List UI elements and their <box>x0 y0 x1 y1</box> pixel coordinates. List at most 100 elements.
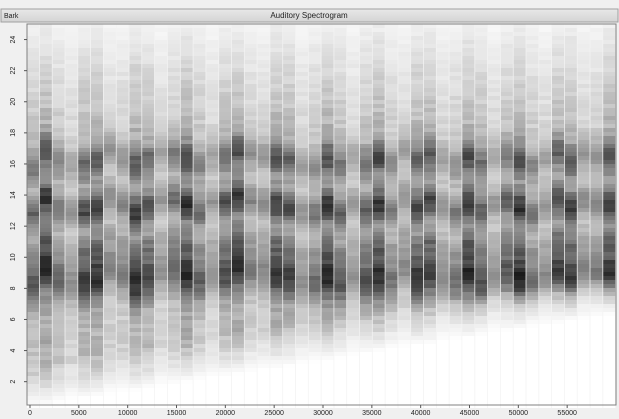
spectrogram-cell <box>539 344 551 348</box>
spectrogram-cell <box>514 380 526 384</box>
spectrogram-cell <box>78 156 90 160</box>
spectrogram-cell <box>27 396 39 400</box>
spectrogram-cell <box>578 296 590 300</box>
spectrogram-cell <box>232 348 244 352</box>
spectrogram-cell <box>245 192 257 196</box>
spectrogram-cell <box>168 364 180 368</box>
spectrogram-cell <box>590 384 602 388</box>
spectrogram-cell <box>283 52 295 56</box>
spectrogram-cell <box>462 200 474 204</box>
spectrogram-cell <box>526 352 538 356</box>
spectrogram-cell <box>347 212 359 216</box>
spectrogram-cell <box>91 316 103 320</box>
spectrogram-cell <box>206 44 218 48</box>
spectrogram-cell <box>91 376 103 380</box>
spectrogram-cell <box>462 288 474 292</box>
spectrogram-cell <box>475 304 487 308</box>
spectrogram-cell <box>65 332 77 336</box>
spectrogram-cell <box>155 28 167 32</box>
spectrogram-cell <box>270 192 282 196</box>
spectrogram-cell <box>27 148 39 152</box>
spectrogram-cell <box>168 176 180 180</box>
spectrogram-cell <box>206 208 218 212</box>
spectrogram-cell <box>283 204 295 208</box>
spectrogram-cell <box>181 304 193 308</box>
spectrogram-cell <box>27 56 39 60</box>
spectrogram-cell <box>129 236 141 240</box>
spectrogram-cell <box>65 64 77 68</box>
spectrogram-cell <box>91 48 103 52</box>
spectrogram-cell <box>91 88 103 92</box>
spectrogram-cell <box>603 272 615 276</box>
spectrogram-cell <box>565 52 577 56</box>
spectrogram-cell <box>245 124 257 128</box>
spectrogram-cell <box>590 188 602 192</box>
spectrogram-cell <box>283 212 295 216</box>
spectrogram-cell <box>309 116 321 120</box>
spectrogram-cell <box>283 28 295 32</box>
spectrogram-cell <box>450 128 462 132</box>
spectrogram-cell <box>501 316 513 320</box>
spectrogram-cell <box>104 116 116 120</box>
spectrogram-cell <box>78 192 90 196</box>
spectrogram-cell <box>475 56 487 60</box>
spectrogram-cell <box>258 400 270 404</box>
spectrogram-cell <box>270 276 282 280</box>
spectrogram-cell <box>322 32 334 36</box>
spectrogram-cell <box>590 152 602 156</box>
spectrogram-cell <box>309 92 321 96</box>
spectrogram-cell <box>360 252 372 256</box>
spectrogram-cell <box>117 180 129 184</box>
spectrogram-cell <box>206 48 218 52</box>
spectrogram-cell <box>168 88 180 92</box>
spectrogram-cell <box>181 184 193 188</box>
spectrogram-cell <box>91 328 103 332</box>
spectrogram-cell <box>155 372 167 376</box>
spectrogram-cell <box>155 292 167 296</box>
spectrogram-cell <box>155 48 167 52</box>
spectrogram-cell <box>578 56 590 60</box>
spectrogram-cell <box>334 236 346 240</box>
spectrogram-cell <box>450 40 462 44</box>
spectrogram-cell <box>360 332 372 336</box>
spectrogram-cell <box>129 396 141 400</box>
spectrogram-cell <box>40 192 52 196</box>
spectrogram-cell <box>296 48 308 52</box>
spectrogram-cell <box>411 164 423 168</box>
spectrogram-cell <box>514 100 526 104</box>
spectrogram-cell <box>296 372 308 376</box>
spectrogram-cell <box>578 40 590 44</box>
spectrogram-cell <box>129 56 141 60</box>
spectrogram-cell <box>437 396 449 400</box>
spectrogram-cell <box>155 88 167 92</box>
spectrogram-cell <box>347 264 359 268</box>
spectrogram-cell <box>53 80 65 84</box>
spectrogram-cell <box>411 304 423 308</box>
spectrogram-cell <box>194 244 206 248</box>
spectrogram-cell <box>258 376 270 380</box>
spectrogram-cell <box>194 160 206 164</box>
spectrogram-cell <box>27 200 39 204</box>
spectrogram-cell <box>65 44 77 48</box>
spectrogram-cell <box>424 232 436 236</box>
spectrogram-cell <box>462 132 474 136</box>
spectrogram-cell <box>539 28 551 32</box>
spectrogram-cell <box>411 92 423 96</box>
spectrogram-cell <box>232 324 244 328</box>
spectrogram-cell <box>53 332 65 336</box>
spectrogram-cell <box>91 392 103 396</box>
spectrogram-cell <box>552 64 564 68</box>
spectrogram-cell <box>104 356 116 360</box>
spectrogram-cell <box>194 100 206 104</box>
spectrogram-cell <box>142 44 154 48</box>
y-tick-label: 18 <box>10 129 17 137</box>
spectrogram-cell <box>206 60 218 64</box>
spectrogram-cell <box>424 68 436 72</box>
spectrogram-cell <box>501 188 513 192</box>
spectrogram-cell <box>27 136 39 140</box>
spectrogram-cell <box>245 220 257 224</box>
spectrogram-cell <box>283 384 295 388</box>
spectrogram-cell <box>501 324 513 328</box>
spectrogram-cell <box>258 364 270 368</box>
spectrogram-cell <box>462 216 474 220</box>
